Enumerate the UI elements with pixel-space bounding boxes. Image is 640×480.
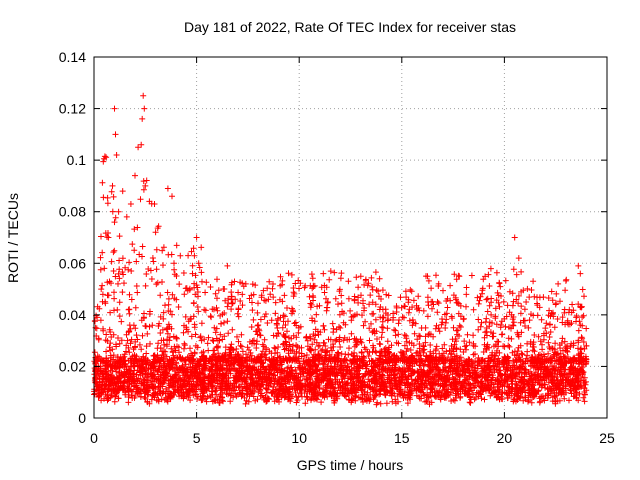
data-point: [432, 393, 439, 400]
data-point: [464, 376, 471, 383]
data-point: [246, 363, 253, 370]
data-point: [304, 396, 311, 403]
data-point: [536, 399, 543, 406]
data-point: [517, 394, 524, 401]
data-point: [163, 353, 170, 360]
data-point: [360, 399, 366, 405]
data-point: [130, 370, 137, 377]
data-point: [504, 395, 511, 402]
data-point: [343, 393, 350, 400]
data-point: [365, 353, 372, 359]
data-point: [107, 367, 114, 374]
data-point: [177, 366, 184, 373]
data-point: [276, 366, 283, 373]
data-point: [345, 396, 352, 403]
data-point: [576, 390, 583, 397]
data-point: [140, 376, 147, 383]
data-point: [373, 401, 380, 408]
data-point: [245, 398, 252, 405]
data-point: [238, 393, 245, 400]
data-point: [166, 382, 173, 389]
data-point: [481, 396, 488, 403]
data-point: [496, 396, 503, 403]
data-point: [213, 391, 220, 398]
data-point: [401, 388, 408, 395]
data-point: [203, 398, 210, 405]
data-point: [144, 399, 151, 406]
data-point: [292, 366, 299, 373]
data-point: [276, 398, 282, 405]
data-point: [432, 365, 439, 372]
data-point: [227, 392, 234, 399]
data-point: [420, 380, 426, 387]
data-point: [377, 400, 384, 407]
data-point: [372, 392, 379, 399]
data-point: [581, 391, 588, 398]
data-point: [426, 401, 433, 408]
data-point: [583, 387, 590, 394]
data-point: [370, 396, 377, 403]
data-point: [270, 384, 277, 391]
data-point: [566, 397, 572, 404]
data-point: [141, 388, 148, 395]
data-point: [212, 396, 219, 403]
data-point: [581, 398, 588, 405]
data-point: [497, 373, 504, 380]
data-point: [233, 393, 240, 400]
data-point: [304, 369, 311, 376]
data-point: [219, 394, 226, 401]
data-point: [407, 372, 414, 379]
data-point: [461, 379, 468, 386]
data-point: [199, 396, 206, 403]
data-point: [392, 400, 399, 407]
data-point: [122, 391, 129, 398]
data-points: [91, 92, 590, 408]
data-point: [527, 362, 534, 369]
data-point: [227, 398, 234, 405]
data-point: [243, 379, 250, 386]
data-point: [580, 394, 587, 401]
data-point: [477, 388, 484, 395]
data-point: [472, 394, 479, 401]
data-point: [314, 366, 321, 373]
data-point: [413, 385, 420, 392]
data-point: [528, 399, 535, 406]
data-point: [404, 400, 411, 407]
data-point: [391, 352, 397, 359]
data-point: [435, 376, 441, 383]
data-point: [277, 382, 284, 389]
data-point: [520, 397, 527, 404]
data-point: [125, 399, 132, 406]
data-point: [209, 388, 215, 395]
data-point: [516, 369, 523, 376]
data-point: [111, 398, 118, 405]
data-point: [220, 398, 226, 405]
